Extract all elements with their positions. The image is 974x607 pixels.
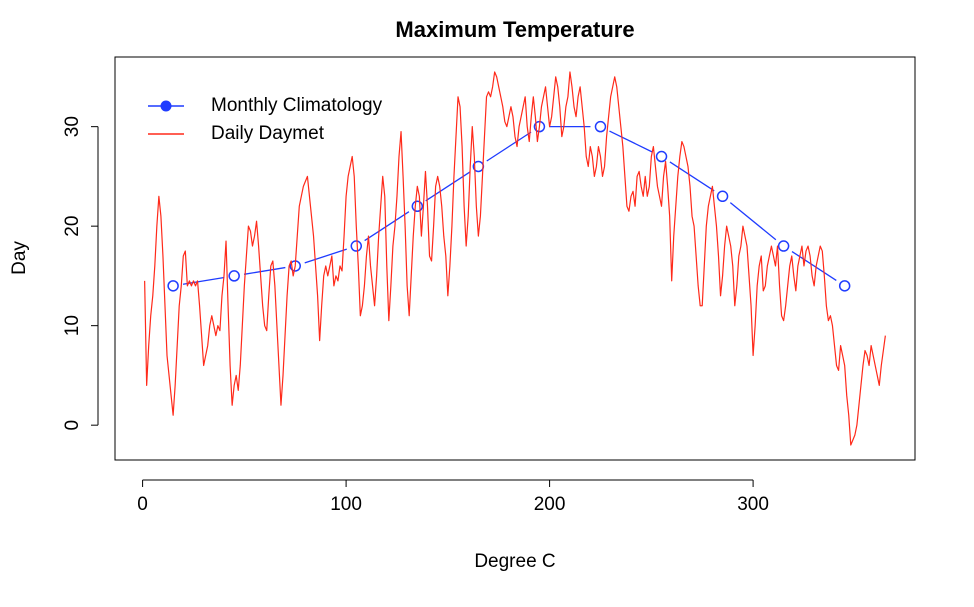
y-axis-label: Day (9, 241, 30, 275)
legend-label: Daily Daymet (211, 123, 325, 144)
data-point (655, 150, 668, 163)
chart-title: Maximum Temperature (395, 17, 634, 42)
data-point (838, 280, 851, 292)
line-segment (609, 130, 653, 153)
line-segment (243, 266, 286, 275)
data-point (716, 190, 729, 203)
line-segment (729, 202, 777, 241)
plot-box (114, 56, 916, 461)
x-axis-label: Degree C (474, 551, 555, 572)
line-segment (791, 250, 837, 281)
line-segment (486, 131, 532, 162)
x-tick-label: 200 (534, 494, 566, 515)
line-segment (669, 161, 715, 192)
x-tick-label: 0 (137, 494, 148, 515)
legend-label: Monthly Climatology (211, 95, 383, 116)
x-tick-label: 100 (330, 494, 362, 515)
x-tick-label: 300 (737, 494, 769, 515)
data-point (777, 240, 790, 252)
line-segment (304, 248, 347, 264)
data-point (228, 270, 240, 282)
data-point (411, 200, 424, 213)
line-segment (364, 211, 410, 242)
data-point (167, 280, 179, 292)
y-tick-label: 0 (62, 420, 83, 431)
y-tick-label: 20 (62, 216, 83, 237)
y-tick-label: 30 (62, 116, 83, 137)
y-tick-label: 10 (62, 315, 83, 336)
legend-marker (160, 100, 172, 112)
data-point (350, 240, 363, 252)
data-line (144, 71, 886, 446)
data-point (594, 120, 607, 133)
